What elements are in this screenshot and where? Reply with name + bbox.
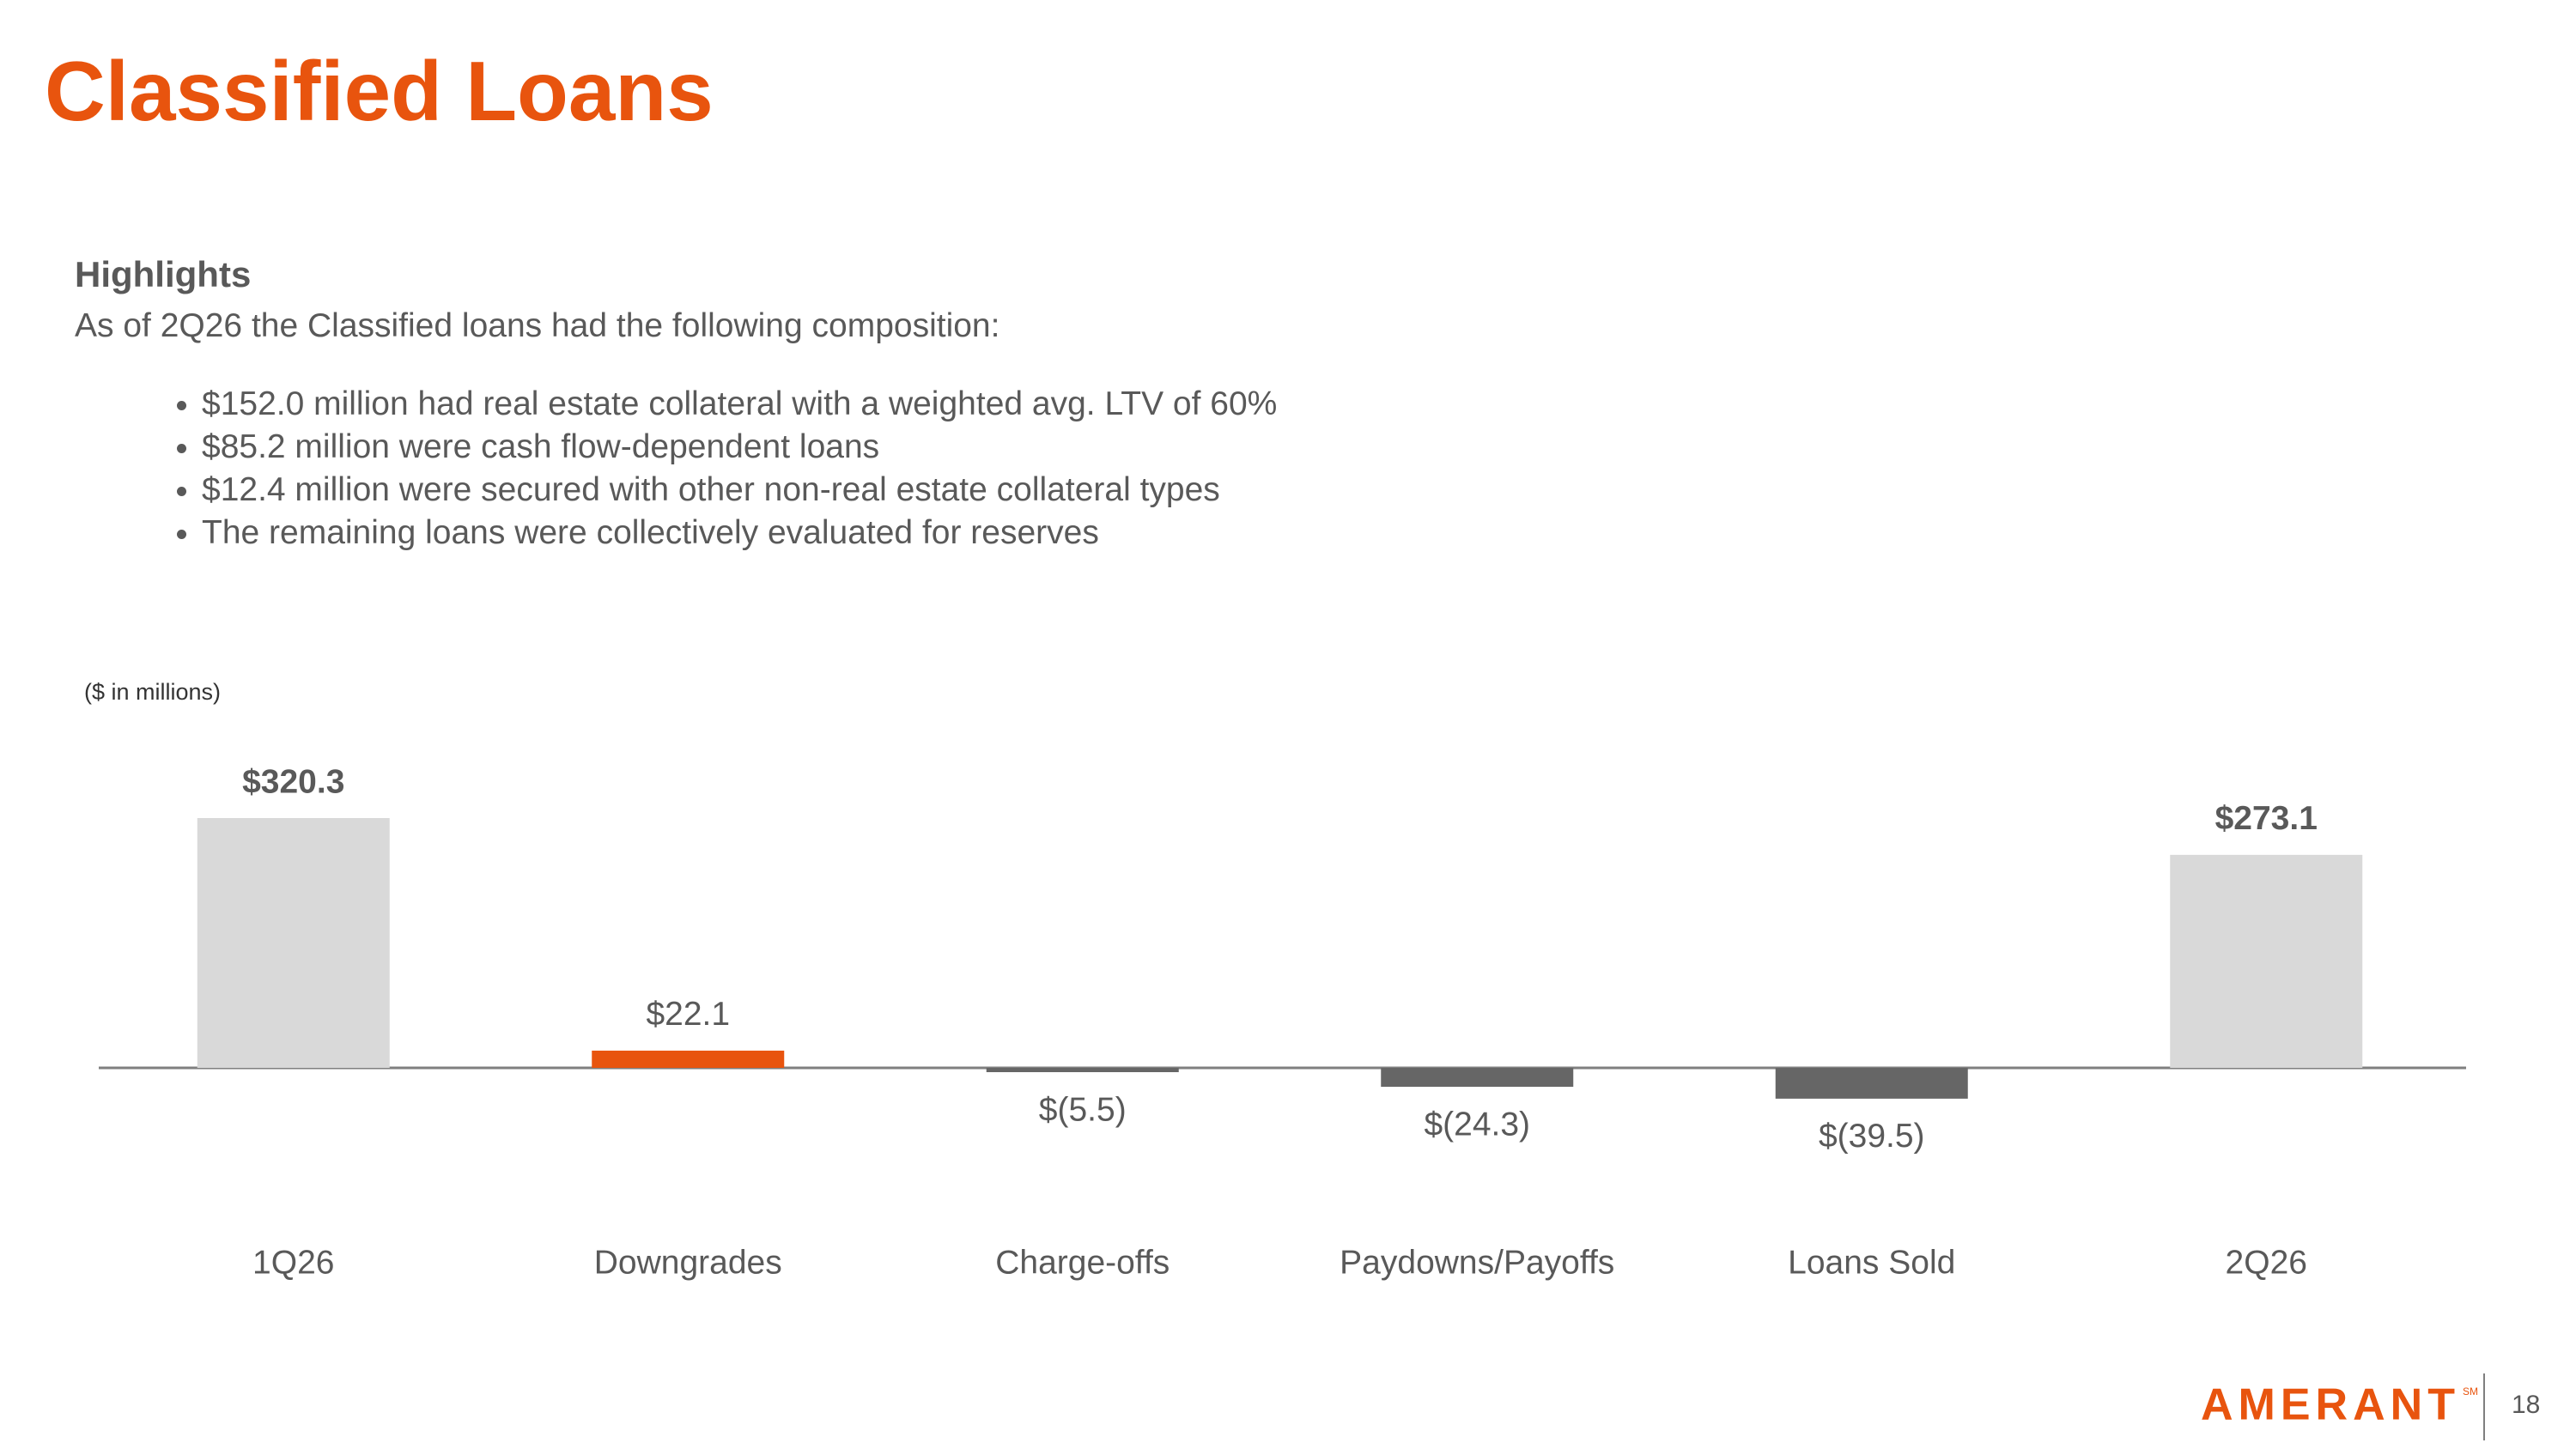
x-tick-label: Downgrades bbox=[594, 1244, 782, 1281]
logo-mark: SM bbox=[2463, 1385, 2478, 1397]
chart-subtitle: ($ in millions) bbox=[84, 679, 221, 705]
value-label: $(24.3) bbox=[1424, 1106, 1530, 1143]
logo: AMERANT bbox=[2201, 1380, 2460, 1430]
bar bbox=[1775, 1068, 1968, 1099]
bar bbox=[592, 1050, 785, 1068]
highlights-heading: Highlights bbox=[75, 254, 252, 294]
bar bbox=[1381, 1068, 1574, 1088]
x-tick-label: 1Q26 bbox=[252, 1244, 334, 1281]
value-label: $320.3 bbox=[242, 763, 344, 800]
bullet: $152.0 million had real estate collatera… bbox=[202, 383, 1277, 426]
x-tick-label: Loans Sold bbox=[1788, 1244, 1955, 1281]
bullet: $12.4 million were secured with other no… bbox=[202, 469, 1277, 512]
highlights: Highlights As of 2Q26 the Classified loa… bbox=[75, 249, 1277, 555]
bullet-list: $152.0 million had real estate collatera… bbox=[75, 383, 1277, 555]
bar bbox=[2170, 854, 2363, 1068]
slide-title: Classified Loans bbox=[45, 44, 714, 138]
page-number: 18 bbox=[2512, 1391, 2540, 1419]
value-label: $273.1 bbox=[2215, 800, 2318, 837]
value-label: $(39.5) bbox=[1819, 1118, 1925, 1155]
highlights-intro: As of 2Q26 the Classified loans had the … bbox=[75, 307, 1000, 344]
bullet: The remaining loans were collectively ev… bbox=[202, 512, 1277, 555]
bar bbox=[986, 1068, 1179, 1072]
x-tick-label: 2Q26 bbox=[2226, 1244, 2307, 1281]
bullet: $85.2 million were cash flow-dependent l… bbox=[202, 426, 1277, 469]
x-tick-label: Paydowns/Payoffs bbox=[1340, 1244, 1614, 1281]
value-label: $(5.5) bbox=[1039, 1091, 1127, 1128]
bar bbox=[197, 818, 390, 1068]
value-label: $22.1 bbox=[646, 996, 730, 1033]
x-tick-label: Charge-offs bbox=[995, 1244, 1170, 1281]
